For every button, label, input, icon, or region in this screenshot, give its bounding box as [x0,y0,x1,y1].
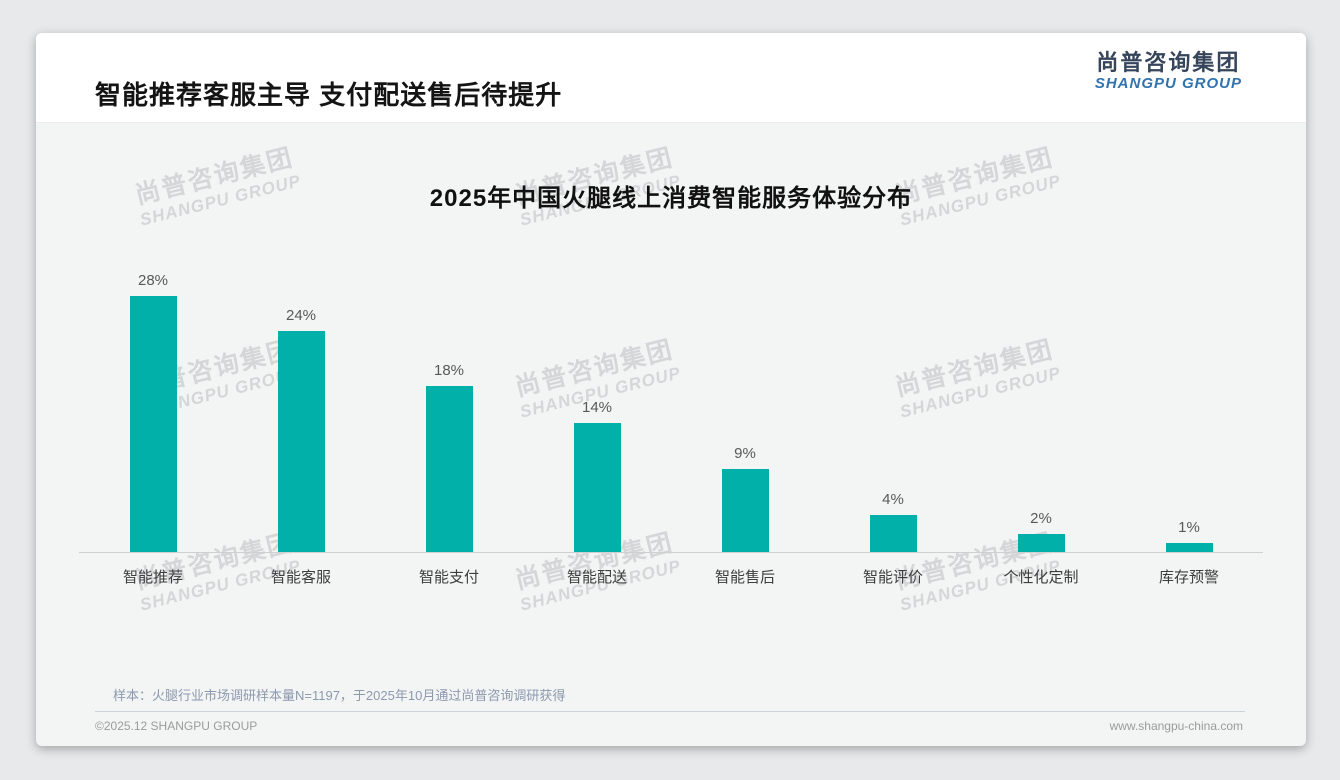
category-label: 智能推荐 [122,569,183,586]
bar [1165,542,1213,552]
copyright-text: ©2025.12 SHANGPU GROUP [95,719,258,733]
page-title: 智能推荐客服主导 支付配送售后待提升 [95,80,563,110]
bar-column: 1% [1115,272,1263,552]
bar-column: 24% [227,272,375,552]
category-label: 库存预警 [1158,569,1219,586]
website-text: www.shangpu-china.com [1109,719,1243,733]
bar-column: 14% [523,272,671,552]
bar-value-label: 9% [734,445,756,463]
bar-value-label: 14% [581,399,613,417]
category-label: 智能售后 [714,569,775,586]
bar-column: 28% [79,272,227,552]
chart-title: 2025年中国火腿线上消费智能服务体验分布 [429,185,913,212]
bar-column: 18% [375,272,523,552]
sample-note: 样本：火腿行业市场调研样本量N=1197，于2025年10月通过尚普咨询调研获得 [113,688,566,703]
category-label: 智能配送 [566,569,627,586]
bar-value-label: 2% [1030,509,1052,527]
bar-column: 2% [967,272,1115,552]
logo-chinese-text: 尚普咨询集团 [1096,50,1241,75]
slide-card: 尚普咨询集团 SHANGPU GROUP 尚普咨询集团 SHANGPU GROUP 尚普… [36,33,1306,746]
bars-row: 28% 24% 18% 14% 9% 4% 2% 1% [79,272,1263,552]
bar-value-label: 18% [433,362,465,380]
company-logo: 尚普咨询集团 SHANGPU GROUP [1094,50,1242,93]
bar-value-label: 28% [137,272,169,289]
bar [129,296,177,552]
bar [573,423,621,552]
category-label: 智能支付 [418,569,479,586]
bar-value-label: 24% [285,307,317,325]
x-axis-line [79,552,1263,553]
logo-english-text: SHANGPU GROUP [1094,75,1242,93]
bar [721,469,769,552]
bar-value-label: 1% [1178,518,1200,536]
bar-column: 9% [671,272,819,552]
category-labels-row: 智能推荐 智能客服 智能支付 智能配送 智能售后 智能评价 个性化定制 库存预警 [79,566,1263,587]
bar-column: 4% [819,272,967,552]
category-label: 个性化定制 [1003,569,1079,586]
category-label: 智能客服 [270,569,331,586]
bar [425,386,473,552]
bar [869,515,917,552]
bar-chart: 2025年中国火腿线上消费智能服务体验分布 28% 24% 18% 14% 9% 4% 2%… [36,33,1306,746]
footer-divider [95,711,1245,712]
category-label: 智能评价 [862,569,923,586]
bar [1017,533,1065,552]
bar [277,331,325,552]
slide-header: 智能推荐客服主导 支付配送售后待提升 尚普咨询集团 SHANGPU GROUP [36,33,1306,123]
bar-value-label: 4% [882,491,904,509]
